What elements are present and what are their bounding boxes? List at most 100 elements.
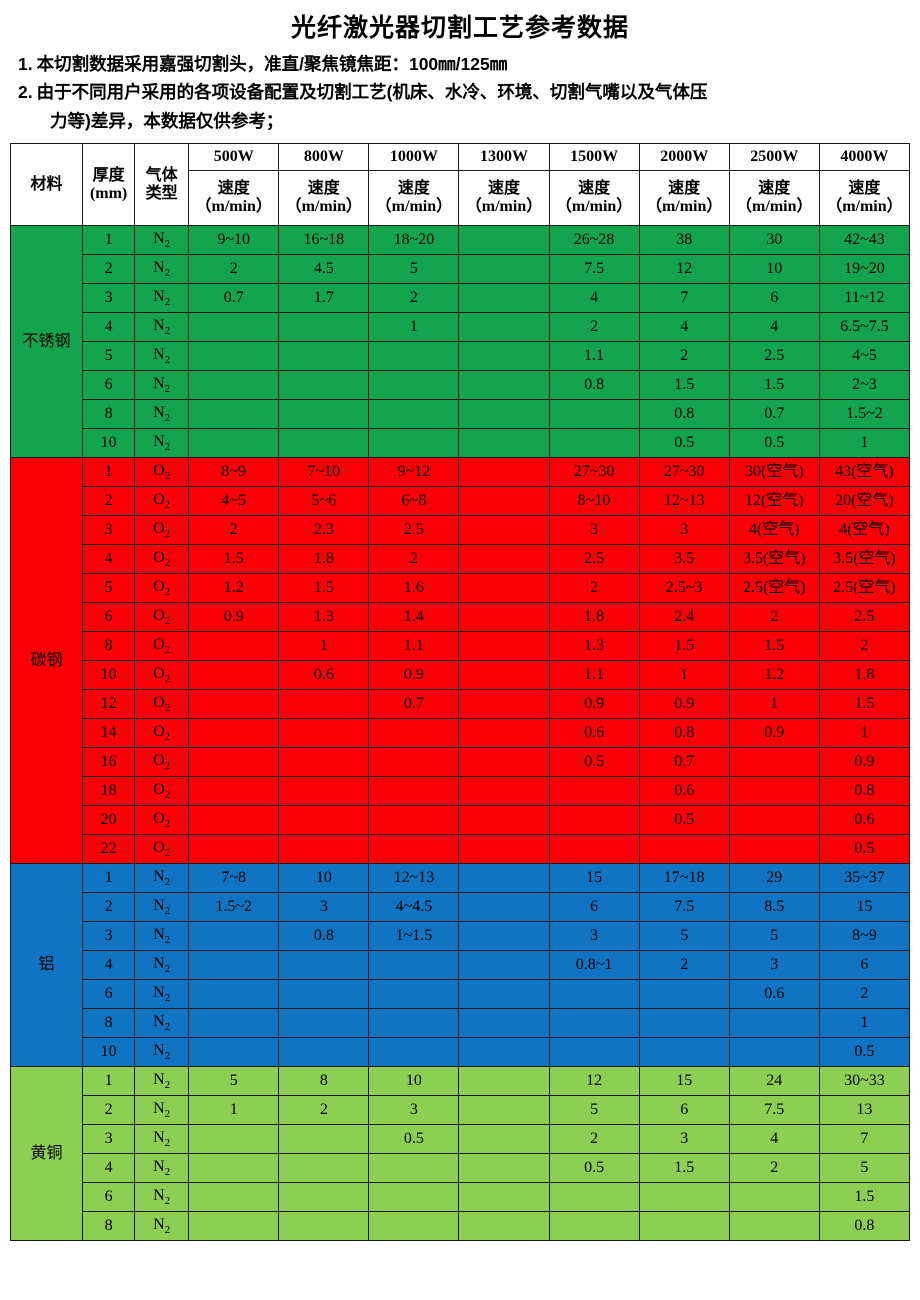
speed-cell-4000w: 1 <box>818 428 911 459</box>
table-row: 20 O2 0.5 0.6 <box>11 805 911 836</box>
speed-cell-2500w: 2 <box>728 602 820 633</box>
thickness-cell: 1 <box>82 457 136 488</box>
speed-cell-2500w: 0.6 <box>728 979 820 1010</box>
gas-subscript: 2 <box>164 876 171 889</box>
thickness-cell: 2 <box>82 486 136 517</box>
speed-cell-1000w <box>368 747 460 778</box>
thickness-cell: 1 <box>82 863 136 894</box>
speed-cell-4000w: 4~5 <box>818 341 911 372</box>
speed-cell-2000w: 27~30 <box>638 457 730 488</box>
gas-subscript: 2 <box>164 441 171 454</box>
table-row: 6 N2 0.8 1.5 1.5 2~3 <box>11 370 911 401</box>
speed-cell-800w: 7~10 <box>278 457 370 488</box>
table-row: 3 O2 2 2.3 2.5 3 3 4(空气) 4(空气) <box>11 515 911 546</box>
speed-cell-1500w <box>548 979 640 1010</box>
speed-cell-4000w: 0.9 <box>818 747 911 778</box>
speed-cell-800w <box>278 718 370 749</box>
speed-cell-500w <box>188 341 280 372</box>
note-item-1: 1. 本切割数据采用嘉强切割头，准直/聚焦镜焦距：100㎜/125㎜ <box>18 50 906 78</box>
speed-cell-500w <box>188 718 280 749</box>
material-cell-carbon: 碳钢 <box>9 457 84 865</box>
speed-cell-2000w: 12 <box>638 254 730 285</box>
speed-cell-1300w <box>458 1211 550 1242</box>
speed-cell-2500w: 8.5 <box>728 892 820 923</box>
speed-cell-2000w: 1.5 <box>638 631 730 662</box>
gas-subscript: 2 <box>164 1166 171 1179</box>
speed-cell-1000w: 18~20 <box>368 225 460 256</box>
table-row: 10 O2 0.6 0.9 1.1 1 1.2 1.8 <box>11 660 911 691</box>
speed-cell-1300w <box>458 1008 550 1039</box>
speed-cell-500w <box>188 370 280 401</box>
table-row: 2 N2 2 4.5 5 7.5 12 10 19~20 <box>11 254 911 285</box>
speed-cell-1500w: 2 <box>548 1124 640 1155</box>
gas-type-cell: N2 <box>134 1008 190 1039</box>
thickness-cell: 2 <box>82 1095 136 1126</box>
speed-cell-4000w: 3.5(空气) <box>818 544 911 575</box>
speed-cell-1300w <box>458 341 550 372</box>
speed-cell-800w <box>278 312 370 343</box>
thickness-cell: 20 <box>82 805 136 836</box>
speed-cell-1500w <box>548 399 640 430</box>
thickness-cell: 2 <box>82 254 136 285</box>
table-row: 3 N2 0.7 1.7 2 4 7 6 11~12 <box>11 283 911 314</box>
speed-cell-1500w <box>548 1008 640 1039</box>
speed-cell-4000w: 2.5(空气) <box>818 573 911 604</box>
speed-cell-1000w: 1.1 <box>368 631 460 662</box>
speed-unit: （m/min） <box>375 198 453 216</box>
speed-cell-2000w <box>638 1211 730 1242</box>
speed-cell-1500w: 3 <box>548 921 640 952</box>
column-header-gas: 气体 类型 <box>134 143 190 227</box>
speed-unit: （m/min） <box>195 198 272 216</box>
table-row: 6 N2 1.5 <box>11 1182 911 1213</box>
gas-label-line1: 气体 <box>145 166 178 184</box>
gas-subscript: 2 <box>164 673 171 686</box>
speed-cell-2000w <box>638 1182 730 1213</box>
speed-cell-500w <box>188 399 280 430</box>
gas-subscript: 2 <box>164 760 171 773</box>
gas-type-cell: O2 <box>134 718 190 749</box>
speed-cell-2000w <box>638 979 730 1010</box>
speed-cell-1300w <box>458 747 550 778</box>
gas-type-cell: N2 <box>134 1182 190 1213</box>
table-row: 5 N2 1.1 2 2.5 4~5 <box>11 341 911 372</box>
speed-cell-1300w <box>458 544 550 575</box>
table-row: 16 O2 0.5 0.7 0.9 <box>11 747 911 778</box>
speed-cell-2000w: 1.5 <box>638 1153 730 1184</box>
table-row: 3 N2 0.5 2 3 4 7 <box>11 1124 911 1155</box>
thickness-cell: 3 <box>82 283 136 314</box>
gas-type-cell: N2 <box>134 979 190 1010</box>
speed-cell-2000w: 12~13 <box>638 486 730 517</box>
table-row: 10 N2 0.5 <box>11 1037 911 1068</box>
speed-cell-2000w: 1.5 <box>638 370 730 401</box>
speed-cell-1300w <box>458 428 550 459</box>
speed-cell-4000w: 4(空气) <box>818 515 911 546</box>
speed-cell-500w <box>188 834 280 865</box>
speed-cell-1000w: 4~4.5 <box>368 892 460 923</box>
table-row: 3 N2 0.8 1~1.5 3 5 5 8~9 <box>11 921 911 952</box>
speed-cell-4000w: 1.5~2 <box>818 399 911 430</box>
table-row: 5 O2 1.2 1.5 1.6 2 2.5~3 2.5(空气) 2.5(空气) <box>11 573 911 604</box>
speed-cell-2500w: 2.5 <box>728 341 820 372</box>
gas-type-cell: N2 <box>134 428 190 459</box>
speed-cell-800w: 3 <box>278 892 370 923</box>
table-row: 铝 1 N2 7~8 10 12~13 15 17~18 29 35~37 <box>9 863 911 1068</box>
speed-cell-2500w: 4 <box>728 1124 820 1155</box>
speed-cell-1000w: 1.6 <box>368 573 460 604</box>
speed-cell-2500w: 3.5(空气) <box>728 544 820 575</box>
speed-cell-800w <box>278 979 370 1010</box>
speed-cell-500w <box>188 1124 280 1155</box>
speed-cell-1000w: 1.4 <box>368 602 460 633</box>
gas-subscript: 2 <box>164 499 171 512</box>
speed-cell-2500w: 7.5 <box>728 1095 820 1126</box>
speed-cell-1300w <box>458 950 550 981</box>
speed-unit: （m/min） <box>285 198 363 216</box>
cutting-parameters-table: 材料 厚度 (mm) 气体 类型 500W 800W 1000W 1300W 1… <box>9 143 911 1242</box>
speed-cell-800w <box>278 747 370 778</box>
header-row-power: 材料 厚度 (mm) 气体 类型 500W 800W 1000W 1300W 1… <box>9 143 911 227</box>
speed-cell-1300w <box>458 312 550 343</box>
speed-cell-1500w: 0.8~1 <box>548 950 640 981</box>
speed-cell-1300w <box>458 370 550 401</box>
speed-cell-1000w <box>368 1037 460 1068</box>
table-row: 4 O2 1.5 1.8 2 2.5 3.5 3.5(空气) 3.5(空气) <box>11 544 911 575</box>
speed-cell-1000w: 0.5 <box>368 1124 460 1155</box>
